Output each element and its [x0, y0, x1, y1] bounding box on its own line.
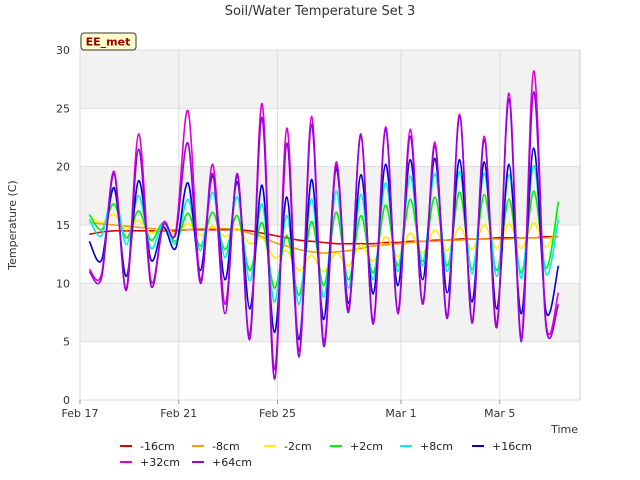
x-axis-ticks: Feb 17 Feb 21 Feb 25 Mar 1 Mar 5 [62, 400, 515, 420]
legend-label: +8cm [420, 440, 453, 453]
legend-label: -8cm [212, 440, 240, 453]
plot-band [80, 166, 580, 225]
x-tick-label: Mar 5 [484, 407, 515, 420]
legend-item: +8cm [400, 440, 453, 453]
series-line-plus16cm [88, 147, 560, 341]
plot-band [80, 50, 580, 109]
site-badge-label: EE_met [86, 36, 131, 49]
series-line-plus64cm [88, 91, 560, 380]
y-tick-label: 25 [56, 102, 70, 115]
y-tick-label: 10 [56, 277, 70, 290]
legend-label: +2cm [350, 440, 383, 453]
legend-item: -2cm [264, 440, 312, 453]
legend-item: -8cm [192, 440, 240, 453]
legend-label: +16cm [492, 440, 532, 453]
chart-title: Soil/Water Temperature Set 3 [225, 4, 416, 19]
legend-label: +32cm [140, 456, 180, 469]
x-tick-label: Feb 21 [160, 407, 197, 420]
x-tick-label: Feb 17 [62, 407, 99, 420]
legend-item: -16cm [120, 440, 175, 453]
y-axis-ticks: 0 5 10 15 20 25 30 [56, 44, 70, 407]
site-badge: EE_met [80, 32, 137, 51]
y-tick-label: 5 [63, 336, 70, 349]
y-tick-label: 0 [63, 394, 70, 407]
site-badge-box [80, 32, 137, 51]
plot-band [80, 108, 580, 167]
legend-item: +2cm [330, 440, 383, 453]
plot-band [80, 283, 580, 342]
series-lines [88, 70, 560, 380]
y-axis-label: Temperature (C) [6, 180, 19, 270]
y-tick-label: 15 [56, 219, 70, 232]
legend-item: +16cm [472, 440, 532, 453]
x-axis-label: Time [550, 423, 578, 436]
y-tick-label: 20 [56, 161, 70, 174]
x-tick-label: Mar 1 [385, 407, 416, 420]
legend: -16cm -8cm -2cm +2cm +8cm +16cm +32cm +64cm [120, 440, 532, 469]
series-line-plus8cm [88, 164, 560, 306]
legend-item: +32cm [120, 456, 180, 469]
legend-item: +64cm [192, 456, 252, 469]
plot-band [80, 341, 580, 400]
legend-label: +64cm [212, 456, 252, 469]
grid-lines [79, 49, 580, 401]
x-tick-label: Feb 25 [259, 407, 296, 420]
series-line-minus8cm [89, 221, 559, 254]
y-tick-label: 30 [56, 44, 70, 57]
series-line-plus2cm [88, 190, 560, 296]
plot-background-bands [80, 50, 580, 400]
legend-label: -16cm [140, 440, 175, 453]
legend-label: -2cm [284, 440, 312, 453]
